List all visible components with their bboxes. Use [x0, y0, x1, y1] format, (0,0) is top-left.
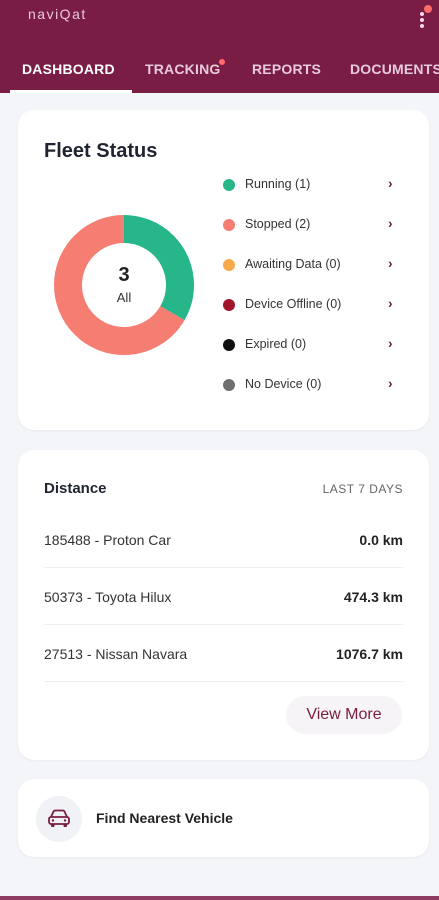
status-dot: [223, 379, 235, 391]
tracking-badge: [218, 58, 226, 66]
distance-row[interactable]: 50373 - Toyota Hilux 474.3 km: [44, 589, 403, 646]
tab-reports[interactable]: REPORTS: [252, 61, 322, 77]
status-dot: [223, 259, 235, 271]
find-nearest-vehicle-card[interactable]: Find Nearest Vehicle: [18, 779, 429, 857]
fleet-status-card: Fleet Status 3 All Running (1) › Stopped…: [18, 110, 429, 430]
donut-total-label: All: [116, 290, 132, 305]
vehicle-distance: 0.0 km: [359, 532, 403, 548]
vehicle-name: 185488 - Proton Car: [44, 532, 171, 548]
chevron-right-icon: ›: [388, 295, 393, 311]
status-dot: [223, 299, 235, 311]
distance-range: LAST 7 DAYS: [322, 482, 403, 496]
row-divider: [44, 567, 403, 568]
status-label: Device Offline (0): [245, 297, 342, 311]
distance-row[interactable]: 185488 - Proton Car 0.0 km: [44, 532, 403, 589]
status-device-offline[interactable]: Device Offline (0) ›: [223, 294, 403, 318]
tab-tracking[interactable]: TRACKING: [145, 61, 221, 77]
active-tab-indicator: [10, 90, 132, 93]
app-header: naviQat DASHBOARD TRACKING REPORTS DOCUM…: [0, 0, 439, 93]
vehicle-distance: 474.3 km: [343, 589, 403, 605]
tab-dashboard[interactable]: DASHBOARD: [22, 61, 115, 77]
vehicle-name: 27513 - Nissan Navara: [44, 646, 188, 662]
app-logo: naviQat: [28, 6, 87, 22]
distance-row[interactable]: 27513 - Nissan Navara 1076.7 km: [44, 646, 403, 703]
status-expired[interactable]: Expired (0) ›: [223, 334, 403, 358]
distance-title: Distance: [44, 480, 107, 497]
fleet-donut-chart: [54, 215, 194, 355]
car-icon: [48, 809, 70, 827]
status-label: Stopped (2): [245, 217, 311, 231]
status-dot: [223, 219, 235, 231]
bottom-edge: [0, 896, 439, 900]
donut-total: 3: [118, 264, 130, 286]
status-awaiting-data[interactable]: Awaiting Data (0) ›: [223, 254, 403, 278]
tab-documents[interactable]: DOCUMENTS: [350, 61, 439, 77]
status-label: Awaiting Data (0): [245, 257, 341, 271]
chevron-right-icon: ›: [388, 175, 393, 191]
donut-slice-1: [54, 215, 194, 355]
status-no-device[interactable]: No Device (0) ›: [223, 374, 403, 398]
chevron-right-icon: ›: [388, 335, 393, 351]
chevron-right-icon: ›: [388, 215, 393, 231]
chevron-right-icon: ›: [388, 375, 393, 391]
notification-dot: [423, 4, 433, 14]
distance-card: Distance LAST 7 DAYS 185488 - Proton Car…: [18, 450, 429, 760]
vehicle-name: 50373 - Toyota Hilux: [44, 589, 172, 605]
tab-bar: DASHBOARD TRACKING REPORTS DOCUMENTS: [0, 52, 439, 93]
view-more-button[interactable]: View More: [286, 696, 402, 734]
status-stopped[interactable]: Stopped (2) ›: [223, 214, 403, 238]
status-label: No Device (0): [245, 377, 322, 391]
status-label: Expired (0): [245, 337, 307, 351]
find-nearest-vehicle-label: Find Nearest Vehicle: [96, 810, 233, 826]
fleet-status-title: Fleet Status: [44, 140, 158, 162]
vehicle-distance: 1076.7 km: [336, 646, 403, 662]
row-divider: [44, 624, 403, 625]
status-label: Running (1): [245, 177, 311, 191]
overflow-menu-icon[interactable]: [412, 4, 433, 28]
status-dot: [223, 179, 235, 191]
chevron-right-icon: ›: [388, 255, 393, 271]
car-icon-container: [36, 796, 82, 842]
row-divider: [44, 681, 403, 682]
status-dot: [223, 339, 235, 351]
status-running[interactable]: Running (1) ›: [223, 174, 403, 198]
